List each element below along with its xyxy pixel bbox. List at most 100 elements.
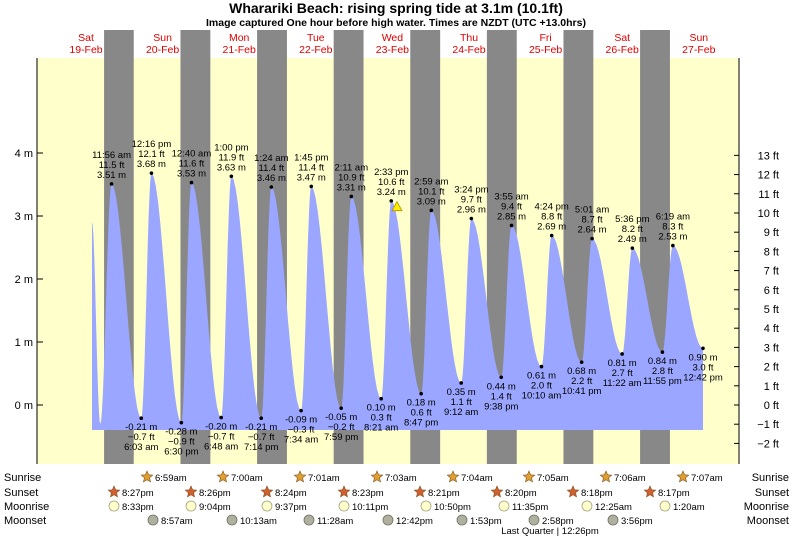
high-tide-metres: 3.46 m xyxy=(257,173,286,184)
moonrise-row-label-right: Moonrise xyxy=(744,501,789,513)
moonrise-icon xyxy=(581,500,593,512)
moonrise-icon xyxy=(108,500,120,512)
date-label: 21-Feb xyxy=(223,44,256,56)
sunrise-icon xyxy=(293,470,307,483)
high-tide-metres: 3.09 m xyxy=(417,196,446,207)
sunrise-icon xyxy=(446,470,460,483)
sun-moon-rows-layer: Sunrise Sunrise Sunset Sunset Moonrise Moonri… xyxy=(4,470,789,537)
sunrise-time: 7:03am xyxy=(385,473,417,484)
low-tide-point xyxy=(259,416,264,421)
low-tide-time: 7:34 am xyxy=(284,435,318,446)
high-tide-point xyxy=(630,246,635,250)
low-tide-metres: 0.61 m xyxy=(527,371,556,382)
low-tide-feet: 0.3 ft xyxy=(371,413,392,424)
day-of-week-label: Sat xyxy=(614,32,630,44)
moonset-row-label-right: Moonset xyxy=(747,515,789,527)
sunset-icon xyxy=(643,485,657,498)
sunrise-icon xyxy=(216,470,230,483)
low-tide-point xyxy=(219,415,223,420)
date-label: 22-Feb xyxy=(299,44,332,56)
day-of-week-label: Wed xyxy=(382,32,404,44)
high-tide-feet: 8.3 ft xyxy=(662,222,683,233)
high-tide-feet: 11.9 ft xyxy=(219,152,245,163)
low-tide-metres: 0.18 m xyxy=(407,398,436,409)
right-axis-tick-label: 1 ft xyxy=(764,381,779,393)
sunrise-row-label-right: Sunrise xyxy=(752,472,789,484)
right-axis-tick-label: 7 ft xyxy=(764,266,779,278)
moonrise-icon xyxy=(498,500,510,512)
low-tide-time: 9:38 pm xyxy=(484,401,518,412)
high-tide-metres: 3.51 m xyxy=(97,170,126,181)
sunrise-time: 7:07am xyxy=(691,473,723,484)
high-tide-point xyxy=(509,223,514,228)
moonrise-time: 11:35pm xyxy=(512,502,548,513)
high-tide-point xyxy=(389,199,394,203)
low-tide-point xyxy=(660,350,665,354)
low-tide-time: 8:47 pm xyxy=(404,418,438,429)
high-tide-feet: 11.6 ft xyxy=(179,159,205,170)
low-tide-point xyxy=(299,408,303,413)
high-tide-time: 1:24 am xyxy=(254,153,288,164)
left-axis-tick-label: 1 m xyxy=(15,337,33,349)
low-tide-metres: 0.68 m xyxy=(567,366,596,377)
right-axis-tick-label: 5 ft xyxy=(764,304,779,316)
high-tide-point xyxy=(469,216,474,221)
axis-layer: 4 m 3 m 2 m 1 m 0 m 13 ft 12 ft 11 ft 10 ft 9 ft 8… xyxy=(15,58,779,464)
low-tide-feet: 1.4 ft xyxy=(491,391,512,402)
low-tide-time: 8:21 am xyxy=(364,423,398,434)
right-axis-tick-label: 9 ft xyxy=(764,227,779,239)
low-tide-time: 6:30 pm xyxy=(164,447,198,458)
high-tide-point xyxy=(229,174,234,179)
low-tide-point xyxy=(459,381,463,385)
moonset-time: 3:56pm xyxy=(621,516,653,527)
day-of-week-label: Tue xyxy=(307,32,325,44)
high-tide-time: 2:33 pm xyxy=(374,167,408,178)
high-tide-time: 2:59 am xyxy=(414,176,448,187)
moonrise-icon xyxy=(659,500,671,512)
sunrise-icon xyxy=(140,470,154,483)
low-tide-metres: -0.09 m xyxy=(285,415,317,426)
moonset-time: 1:53pm xyxy=(470,516,502,527)
right-axis-tick-label: 4 ft xyxy=(764,323,779,335)
high-tide-time: 11:56 am xyxy=(92,150,131,161)
moonset-icon xyxy=(226,514,238,526)
moonset-icon xyxy=(528,514,540,526)
high-tide-point xyxy=(149,171,154,175)
current-level-marker xyxy=(391,200,403,212)
left-axis-tick-label: 2 m xyxy=(15,274,33,286)
high-tide-time: 5:36 pm xyxy=(615,214,649,225)
high-tide-feet: 8.2 ft xyxy=(622,224,643,235)
low-tide-point xyxy=(339,406,343,410)
right-axis-tick-label: 3 ft xyxy=(764,342,779,354)
low-tide-point xyxy=(539,364,544,369)
low-tide-time: 7:14 pm xyxy=(244,442,278,453)
left-axis-tick-label: 0 m xyxy=(15,400,33,412)
day-of-week-label: Thu xyxy=(460,32,478,44)
right-axis-tick-label: 6 ft xyxy=(764,285,779,297)
sunrise-icon xyxy=(599,470,613,483)
high-tide-time: 5:01 am xyxy=(575,205,609,216)
high-tide-time: 4:24 pm xyxy=(535,202,569,213)
low-tide-time: 11:55 pm xyxy=(643,376,682,387)
low-tide-point xyxy=(579,360,584,364)
moonset-row-label: Moonset xyxy=(4,515,46,527)
high-tide-point xyxy=(109,182,114,186)
sunset-time: 8:24pm xyxy=(275,488,307,499)
high-tide-point xyxy=(549,233,554,238)
right-axis-tick-label: 12 ft xyxy=(758,170,779,182)
moonrise-icon xyxy=(420,500,432,512)
low-tide-point xyxy=(179,420,184,425)
moonrise-icon xyxy=(338,500,350,512)
moonrise-time: 9:04pm xyxy=(199,502,231,513)
moonrise-time: 8:33pm xyxy=(122,502,154,513)
low-tide-point xyxy=(620,352,624,356)
high-tide-metres: 3.63 m xyxy=(217,162,246,173)
sunset-icon xyxy=(490,485,504,498)
high-tide-metres: 3.47 m xyxy=(297,172,326,183)
sunset-time: 8:27pm xyxy=(122,488,154,499)
sunset-time: 8:17pm xyxy=(658,488,690,499)
sunset-time: 8:21pm xyxy=(428,488,460,499)
high-tide-metres: 2.85 m xyxy=(497,211,526,222)
low-tide-point xyxy=(379,396,383,401)
high-tide-feet: 11.4 ft xyxy=(258,163,284,174)
